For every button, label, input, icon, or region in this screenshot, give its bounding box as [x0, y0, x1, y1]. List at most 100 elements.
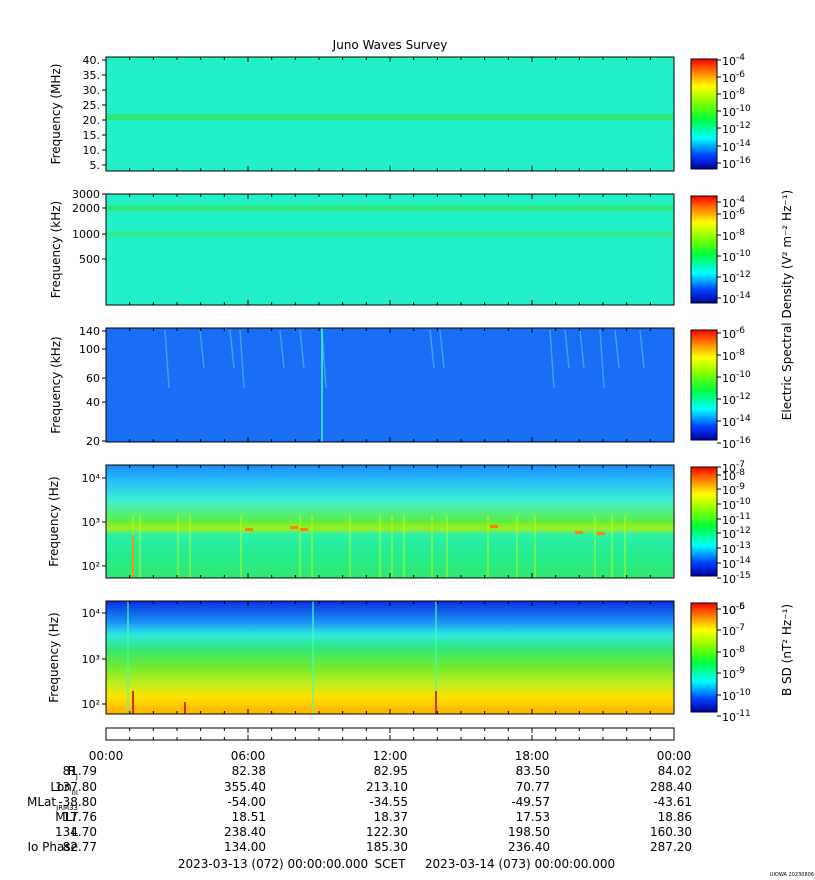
- emission-band: [106, 205, 674, 211]
- ephemeris-value: -34.55: [369, 795, 408, 809]
- spectrogram-panel-3: 20 40 60 100 140 Frequency (kHz) 10-16 10-14 10-…: [49, 325, 751, 451]
- y-tick-label: 10⁴: [82, 472, 101, 485]
- y-axis-label: Frequency (Hz): [47, 612, 61, 703]
- ephemeris-value: 213.10: [366, 780, 408, 794]
- colorbar-exponent: -12: [736, 526, 751, 536]
- colorbar-tick-label: 10-11: [722, 512, 751, 527]
- emission-streak: [239, 329, 245, 389]
- emission-streak: [279, 329, 285, 369]
- y-tick-label: 140: [79, 325, 100, 338]
- hot-spot: [575, 531, 583, 534]
- y-tick-label: 10²: [82, 560, 100, 573]
- colorbar-tick-label: 10-10: [722, 688, 751, 703]
- y-tick-label: 25.: [83, 99, 101, 112]
- colorbar-tick-label: 10-16: [722, 436, 751, 451]
- ephemeris-value: -49.57: [511, 795, 550, 809]
- colorbar-tick-label: 10-9: [722, 666, 745, 681]
- y-tick-label: 10.: [83, 144, 101, 157]
- spectrogram-field: [106, 465, 674, 578]
- y-tick-label: 1000: [72, 228, 100, 241]
- ephemeris-value: 82.77: [63, 840, 97, 854]
- colorbar-exponent: -14: [736, 139, 751, 149]
- ephemeris-value: 18.86: [658, 810, 692, 824]
- colorbar-tick-label: 10-8: [722, 348, 745, 363]
- colorbar-exponent: -4: [736, 195, 745, 205]
- ephemeris-value: 122.30: [366, 825, 408, 839]
- colorbar: [690, 466, 718, 577]
- colorbar-tick-label: 10-4: [722, 53, 745, 68]
- y-tick-label: 10⁴: [82, 607, 101, 620]
- hot-spot: [245, 528, 253, 531]
- ephemeris-value: 137.80: [55, 780, 97, 794]
- colorbar-tick-label: 10-15: [722, 571, 751, 586]
- colorbar-tick-label: 10-8: [722, 87, 745, 102]
- hot-spot: [490, 525, 498, 528]
- time-label: 18:00: [515, 749, 550, 763]
- ephemeris-row-label: MLT: [55, 810, 78, 824]
- colorbar: [690, 58, 718, 170]
- colorbar-exponent: -8: [736, 645, 745, 655]
- ephemeris-value: 82.38: [232, 764, 266, 778]
- ephemeris-value: 355.40: [224, 780, 266, 794]
- y-tick-label: 20: [86, 435, 100, 448]
- emission-streak: [164, 329, 170, 389]
- y-tick-label: 10²: [82, 698, 100, 711]
- emission-streak: [229, 329, 235, 369]
- time-label: 06:00: [231, 749, 266, 763]
- spectrogram-field: [106, 328, 674, 442]
- emission-streak: [549, 329, 555, 389]
- y-tick-label: 2000: [72, 202, 100, 215]
- emission-streak: [639, 329, 645, 369]
- time-label: 00:00: [657, 749, 692, 763]
- colorbar-tick-label: 10-7: [722, 623, 745, 638]
- colorbar-exponent: -14: [736, 414, 751, 424]
- y-tick-label: 10³: [82, 516, 100, 529]
- y-axis-label: Frequency (kHz): [49, 201, 63, 298]
- colorbar-exponent: -15: [736, 571, 751, 581]
- y-tick-label: 60: [86, 372, 100, 385]
- colorbar-tick-label: 10-10: [722, 497, 751, 512]
- colorbar-exponent: -8: [736, 348, 745, 358]
- colorbar-tick-label: 10-9: [722, 482, 745, 497]
- colorbar-exponent: -10: [736, 497, 751, 507]
- colorbar-tick-label: 10-5: [722, 602, 745, 617]
- ephemeris-value: 134.00: [224, 840, 266, 854]
- ephemeris-value: 160.30: [650, 825, 692, 839]
- spectrogram-field: [106, 194, 674, 305]
- colorbar-tick-label: 10-12: [722, 526, 751, 541]
- ephemeris-value: -54.00: [227, 795, 266, 809]
- spectrogram-panel-1: 5. 10. 15. 20. 25. 30. 35. 40. Frequency (MHz) 10…: [49, 53, 751, 172]
- colorbar-exponent: -8: [736, 468, 745, 478]
- panels: 5. 10. 15. 20. 25. 30. 35. 40. Frequency (MHz) 10…: [47, 53, 751, 741]
- emission-streak: [614, 329, 620, 369]
- emission-band: [106, 114, 674, 120]
- spectrogram-panel-5: 10² 10³ 10⁴ Frequency (Hz) 10-11 10-10 10-9 10-…: [47, 600, 751, 724]
- colorbar-exponent: -10: [736, 370, 751, 380]
- ephemeris-value: 288.40: [650, 780, 692, 794]
- ephemeris-row-subscript: J: [75, 773, 78, 781]
- colorbar-tick-label: 10-10: [722, 370, 751, 385]
- colorbar-exponent: -16: [736, 156, 751, 166]
- colorbar-exponent: -14: [736, 556, 751, 566]
- y-axis-label: Frequency (Hz): [47, 476, 61, 567]
- y-tick-label: 500: [79, 253, 100, 266]
- colorbar-tick-label: 10-14: [722, 291, 751, 306]
- processing-stamp: UIOWA 20230806: [770, 872, 814, 878]
- colorbar-exponent: -6: [736, 207, 745, 217]
- ephemeris-value: -38.80: [58, 795, 97, 809]
- chart-title: Juno Waves Survey: [332, 38, 448, 52]
- colorbar-exponent: -5: [736, 602, 745, 612]
- colorbar-exponent: -6: [736, 70, 745, 80]
- time-axis: [105, 727, 675, 741]
- y-axis-label: Frequency (kHz): [49, 336, 63, 433]
- emission-streak: [564, 329, 570, 369]
- ephemeris-value: 83.50: [516, 764, 550, 778]
- date-start: 2023-03-13 (072) 00:00:00.000: [178, 857, 368, 871]
- y-tick-label: 40.: [83, 54, 101, 67]
- emission-band: [106, 231, 674, 237]
- ephemeris-value: 70.77: [516, 780, 550, 794]
- colorbar-tick-label: 10-16: [722, 156, 751, 171]
